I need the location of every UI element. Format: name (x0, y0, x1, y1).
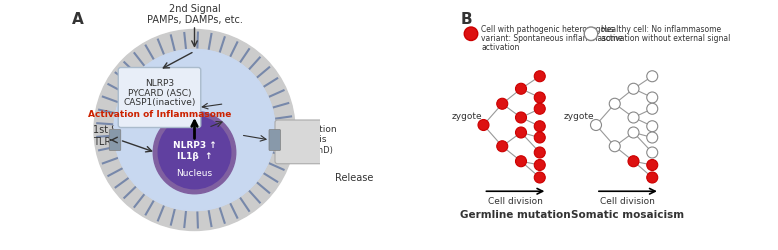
Circle shape (647, 132, 657, 143)
Text: (active): (active) (227, 102, 261, 111)
Circle shape (647, 147, 657, 158)
Circle shape (516, 156, 527, 167)
Text: Cell with pathogenic heterozygous: Cell with pathogenic heterozygous (481, 25, 614, 34)
FancyBboxPatch shape (109, 130, 121, 150)
Circle shape (628, 83, 639, 94)
Text: variant: Spontaneous inflammasome: variant: Spontaneous inflammasome (481, 34, 622, 43)
Circle shape (584, 27, 598, 40)
Circle shape (534, 160, 545, 170)
Text: NLRP3 ↑: NLRP3 ↑ (173, 140, 216, 149)
Circle shape (534, 172, 545, 183)
Text: Healthy cell: No inflammasome: Healthy cell: No inflammasome (601, 25, 721, 34)
Circle shape (647, 103, 657, 114)
Circle shape (628, 127, 639, 138)
Circle shape (591, 120, 601, 130)
Text: Activation of Inflammasome: Activation of Inflammasome (88, 110, 231, 119)
Text: Pro IL1β: Pro IL1β (216, 110, 252, 120)
Circle shape (516, 112, 527, 123)
Text: A: A (72, 12, 84, 28)
Circle shape (534, 103, 545, 114)
Text: zygote: zygote (451, 112, 482, 121)
Text: NLRP3: NLRP3 (145, 78, 174, 88)
Text: PAMPs, DAMPs, etc.: PAMPs, DAMPs, etc. (146, 15, 243, 25)
Circle shape (114, 50, 275, 210)
Text: Cell division: Cell division (601, 198, 655, 206)
Circle shape (609, 98, 620, 109)
Text: Germline mutation: Germline mutation (460, 210, 571, 220)
Circle shape (114, 50, 275, 210)
Circle shape (534, 121, 545, 132)
Circle shape (464, 27, 478, 40)
FancyBboxPatch shape (118, 68, 201, 128)
Circle shape (609, 141, 620, 152)
Text: TLR, TNF etc: TLR, TNF etc (93, 136, 155, 146)
Circle shape (534, 92, 545, 103)
Circle shape (158, 116, 231, 189)
Text: Pore formation: Pore formation (271, 125, 337, 134)
Text: 1st Signal: 1st Signal (93, 125, 142, 135)
Circle shape (534, 71, 545, 82)
Text: IL1β  ↑: IL1β ↑ (177, 152, 212, 161)
Text: Nucleus: Nucleus (177, 169, 212, 178)
Text: zygote: zygote (564, 112, 594, 121)
Circle shape (534, 132, 545, 143)
Text: B: B (461, 12, 472, 28)
Circle shape (647, 172, 657, 183)
FancyBboxPatch shape (275, 120, 332, 164)
Text: PYCARD (ASC): PYCARD (ASC) (128, 88, 191, 98)
Text: Somatic mosaicism: Somatic mosaicism (571, 210, 685, 220)
FancyBboxPatch shape (269, 130, 281, 150)
Text: Release: Release (335, 173, 373, 183)
Text: activation: activation (481, 43, 520, 52)
Circle shape (94, 30, 295, 230)
Circle shape (647, 92, 657, 103)
Text: CASP1(inactive): CASP1(inactive) (123, 98, 196, 108)
Circle shape (478, 120, 489, 130)
Circle shape (647, 71, 657, 82)
Circle shape (647, 121, 657, 132)
Text: Cell division: Cell division (488, 198, 543, 206)
Text: CASP1: CASP1 (227, 92, 256, 101)
Circle shape (628, 156, 639, 167)
Text: IL1β: IL1β (228, 124, 247, 133)
Text: 2nd Signal: 2nd Signal (169, 4, 220, 14)
Circle shape (153, 111, 236, 194)
Circle shape (647, 160, 657, 170)
Circle shape (628, 112, 639, 123)
Text: activation without external signal: activation without external signal (601, 34, 731, 43)
Circle shape (496, 98, 508, 109)
Text: Pyroptosis: Pyroptosis (281, 135, 327, 144)
Circle shape (516, 127, 527, 138)
Circle shape (516, 83, 527, 94)
Circle shape (534, 147, 545, 158)
Circle shape (496, 141, 508, 152)
Text: (GasderminD): (GasderminD) (275, 146, 333, 154)
